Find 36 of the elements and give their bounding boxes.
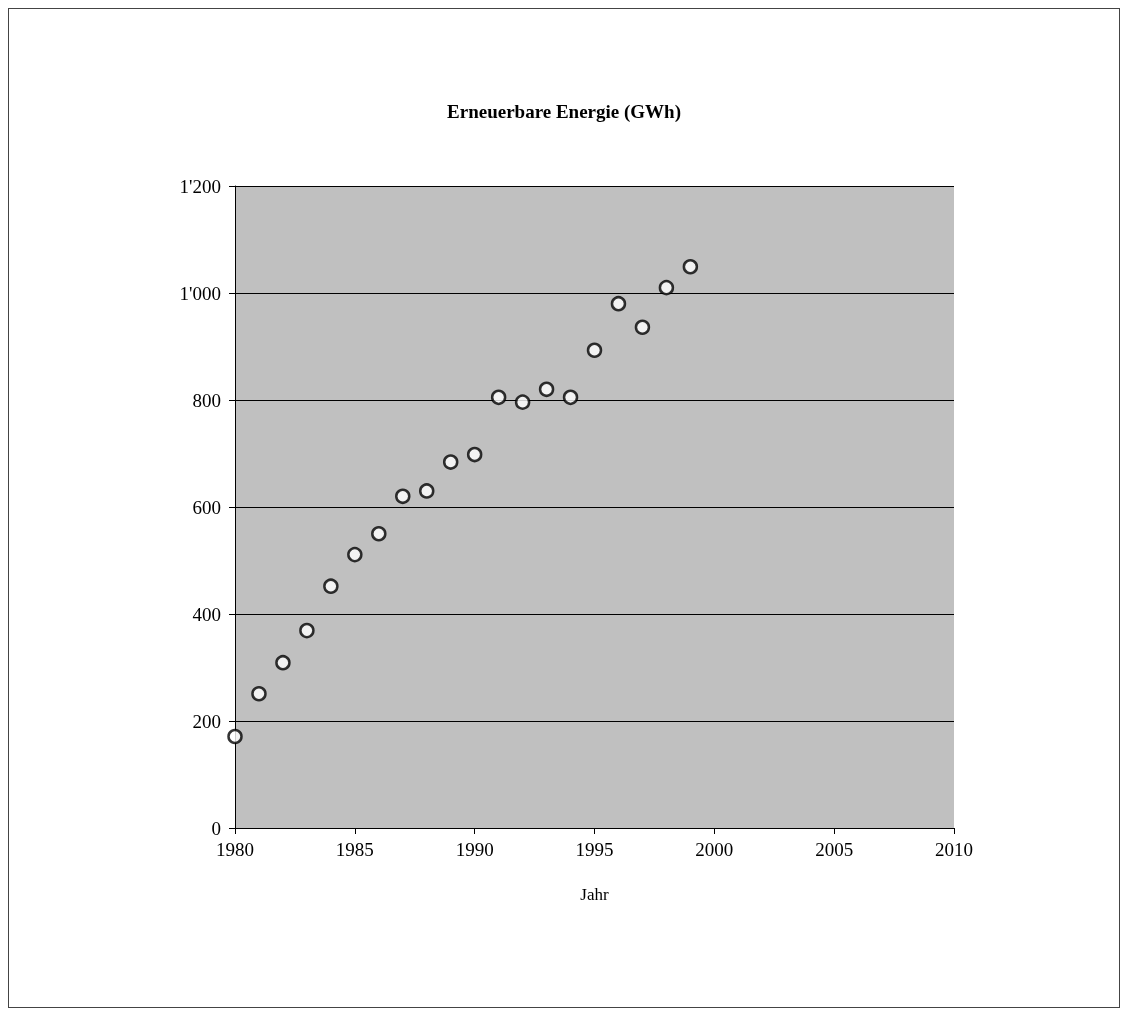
point — [466, 446, 483, 463]
x-tick-label: 2005 — [815, 839, 854, 860]
point — [634, 319, 651, 335]
y-tick-label: 600 — [192, 496, 221, 518]
x-tick-label: 2010 — [935, 839, 973, 860]
point — [371, 526, 387, 542]
point — [299, 622, 315, 639]
y-tick-label: 0 — [211, 817, 221, 839]
x-tick-label: 1995 — [575, 839, 614, 860]
point — [586, 342, 603, 358]
point — [419, 483, 435, 499]
point — [395, 488, 411, 505]
point — [658, 279, 675, 296]
point — [682, 259, 699, 275]
x-tick-label: 2000 — [695, 839, 734, 860]
y-tick-label: 800 — [192, 389, 221, 411]
point — [442, 454, 459, 470]
point — [347, 546, 363, 563]
y-tick-label: 1'000 — [179, 282, 221, 304]
x-tick-label: 1980 — [216, 839, 254, 860]
point — [227, 728, 243, 745]
point — [610, 295, 627, 312]
point — [562, 389, 579, 406]
point — [275, 654, 291, 671]
point — [323, 578, 339, 594]
x-tick-label: 1985 — [335, 839, 374, 860]
point — [490, 389, 507, 406]
x-tick-label: 1990 — [455, 839, 494, 860]
point — [538, 381, 555, 398]
point — [514, 394, 531, 410]
point — [251, 685, 267, 702]
y-tick-label: 1'200 — [179, 175, 221, 197]
chart-title: Erneuerbare Energie (GWh) — [447, 101, 681, 123]
x-axis-title: Jahr — [580, 885, 609, 904]
y-tick-label: 400 — [192, 603, 221, 625]
y-tick-label: 200 — [192, 710, 221, 732]
